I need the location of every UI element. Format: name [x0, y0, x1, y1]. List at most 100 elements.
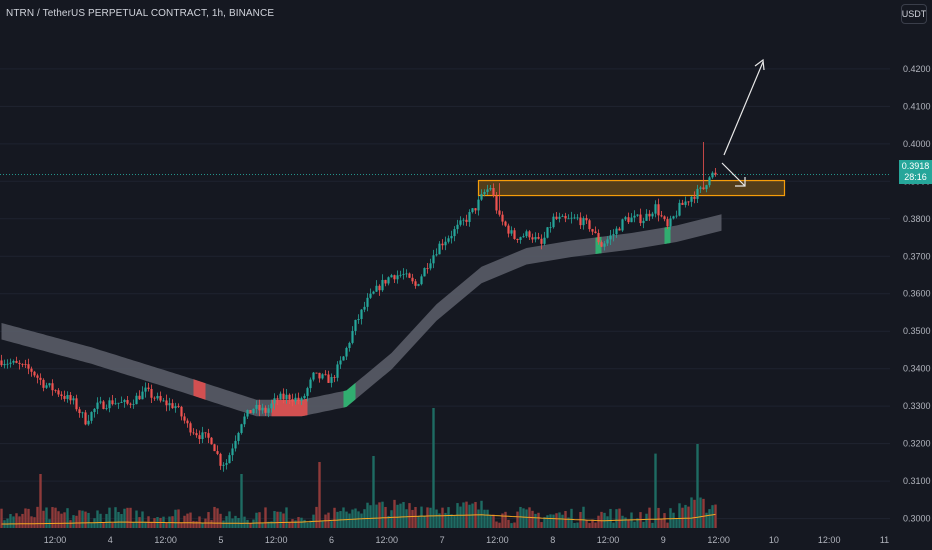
candle-body [276, 398, 279, 400]
volume-bar [378, 502, 381, 528]
volume-bar [267, 521, 270, 528]
candle-body [48, 383, 51, 386]
candle-body [117, 402, 120, 404]
candle-body [672, 216, 675, 219]
volume-bar [396, 504, 399, 528]
candle-body [150, 389, 153, 398]
candle-body [201, 432, 204, 440]
candle-body [486, 189, 489, 192]
y-tick-label: 0.3500 [903, 326, 931, 336]
volume-bar [213, 506, 216, 528]
candle-body [660, 215, 663, 217]
last-price: 0.3918 [901, 161, 930, 171]
candle-body [690, 196, 693, 202]
volume-bar [315, 506, 318, 528]
volume-bar [714, 504, 717, 528]
y-tick-label: 0.3600 [903, 289, 931, 299]
currency-button[interactable]: USDT [901, 4, 927, 24]
volume-bar [234, 515, 237, 528]
volume-bar [435, 509, 438, 528]
volume-bar [546, 515, 549, 528]
candle-body [135, 395, 138, 405]
volume-bar [303, 519, 306, 528]
candle-body [708, 177, 711, 186]
x-tick-label: 7 [440, 535, 445, 545]
candle-body [306, 388, 309, 396]
volume-bar [693, 499, 696, 528]
ma-ribbon-highlight [595, 236, 602, 254]
candle-body [219, 453, 222, 466]
candle-body [405, 273, 408, 275]
candle-body [120, 401, 123, 403]
time-axis[interactable]: 12:00 4 12:00 5 12:00 6 12:00 7 12:00 8 12:00 9 12:0… [44, 535, 889, 545]
candle-body [621, 219, 624, 231]
candle-body [171, 403, 174, 409]
candle-body [78, 409, 81, 414]
resistance-zone-box [477, 179, 786, 197]
candle-body [156, 395, 159, 399]
candle-body [471, 208, 474, 213]
x-tick-label: 12:00 [818, 535, 841, 545]
volume-bar [453, 515, 456, 528]
candle-body [33, 371, 36, 376]
volume-bar [567, 517, 570, 528]
volume-bar [489, 515, 492, 528]
volume-bar [450, 514, 453, 528]
volume-bar [291, 519, 294, 528]
volume-bar [111, 523, 114, 528]
volume-bar [18, 516, 21, 528]
candle-body [279, 393, 282, 400]
volume-ma-line [1, 513, 716, 525]
candle-body [492, 188, 495, 196]
candle-body [411, 277, 414, 282]
volume-bar [399, 503, 402, 528]
volume-bar [663, 513, 666, 528]
candle-body [573, 217, 576, 219]
volume-bar [306, 522, 309, 528]
candle-body [96, 402, 99, 409]
volume-bar [300, 517, 303, 528]
candle-body [318, 372, 321, 379]
volume-bar [144, 521, 147, 528]
candle-body [429, 263, 432, 269]
ma-ribbon-highlight [664, 226, 671, 244]
x-tick-label: 12:00 [707, 535, 730, 545]
volume-bar [69, 520, 72, 528]
volume-bar [279, 511, 282, 528]
candle-body [105, 408, 108, 409]
candle-body [9, 362, 12, 364]
candle-body [390, 275, 393, 278]
candle-body [489, 188, 492, 190]
candle-body [132, 404, 135, 405]
candle-body [12, 360, 15, 363]
volume-bar [366, 502, 369, 528]
volume-bar [690, 497, 693, 528]
volume-bar [342, 507, 345, 528]
volume-bar [372, 456, 375, 528]
candle-body [84, 412, 87, 425]
volume-bar [687, 506, 690, 528]
candle-body [69, 395, 72, 401]
volume-bar [537, 512, 540, 528]
volume-bar [84, 511, 87, 528]
candle-body [666, 219, 669, 227]
candle-body [30, 368, 33, 372]
volume-bar [675, 518, 678, 528]
candle-body [453, 229, 456, 237]
candle-body [618, 228, 621, 231]
y-tick-label: 0.3800 [903, 214, 931, 224]
candle-body [378, 285, 381, 291]
candle-body [702, 187, 705, 190]
candle-body [525, 231, 528, 237]
volume-bar [285, 507, 288, 528]
candle-body [345, 347, 348, 357]
volume-bar [612, 522, 615, 528]
candle-body [420, 276, 423, 285]
price-axis[interactable]: 0.42000.41000.40000.39000.38000.37000.36… [903, 64, 931, 524]
candle-body [480, 194, 483, 200]
volume-bar [483, 509, 486, 528]
candle-body [606, 239, 609, 244]
volume-bar [615, 509, 618, 528]
volume-bar [570, 508, 573, 528]
